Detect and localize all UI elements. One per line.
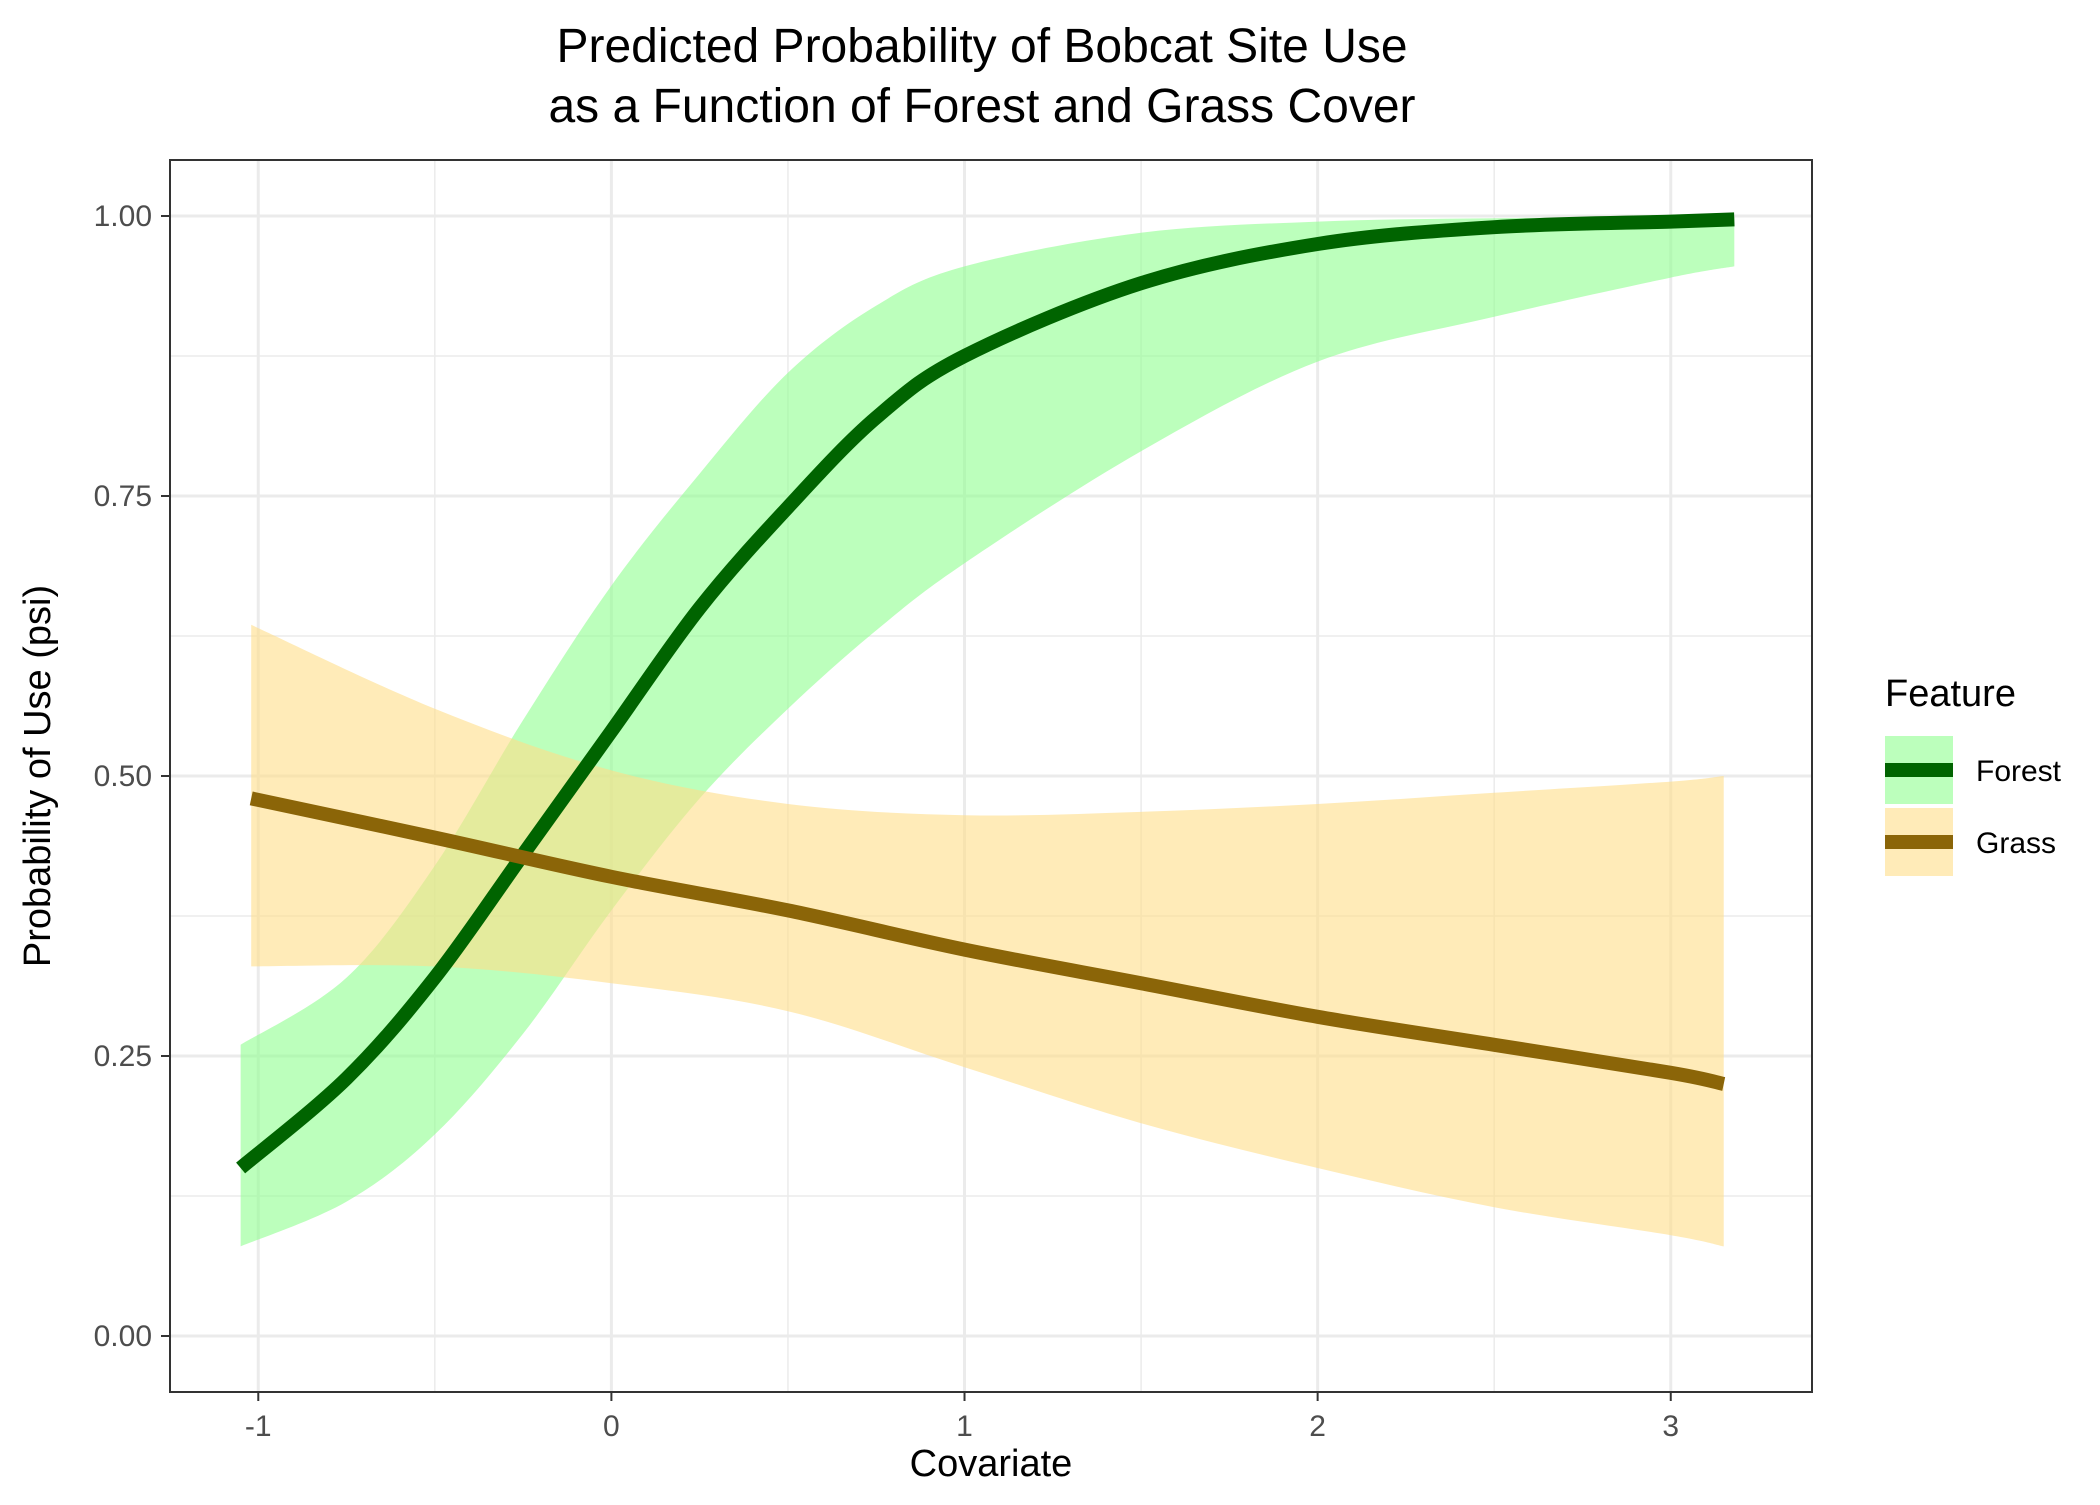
chart-title-line2: as a Function of Forest and Grass Cover bbox=[548, 80, 1415, 133]
legend-title: Feature bbox=[1885, 673, 2016, 715]
x-tick-label: 1 bbox=[956, 1410, 973, 1443]
x-tick-label: 2 bbox=[1309, 1410, 1326, 1443]
confidence-ribbons bbox=[240, 217, 1735, 1247]
x-axis-title: Covariate bbox=[910, 1443, 1073, 1485]
y-tick-label: 0.50 bbox=[94, 760, 152, 793]
y-tick-label: 0.00 bbox=[94, 1320, 152, 1353]
legend-items: Forest Grass bbox=[1885, 736, 2062, 876]
grass-confidence-ribbon bbox=[251, 624, 1724, 1247]
y-axis-ticks: 0.00 0.25 0.50 0.75 1.00 bbox=[94, 200, 170, 1353]
y-tick-label: 0.75 bbox=[94, 480, 152, 513]
chart-title-line1: Predicted Probability of Bobcat Site Use bbox=[556, 20, 1407, 73]
y-tick-label: 1.00 bbox=[94, 200, 152, 233]
legend: Feature Forest Grass bbox=[1885, 673, 2062, 876]
legend-label-forest: Forest bbox=[1976, 755, 2062, 788]
series-lines bbox=[236, 212, 1735, 1174]
forest-confidence-ribbon bbox=[240, 217, 1735, 1247]
x-axis-ticks: -1 0 1 2 3 bbox=[245, 1392, 1679, 1443]
x-tick-label: 0 bbox=[603, 1410, 620, 1443]
grass-line bbox=[249, 791, 1726, 1091]
legend-label-grass: Grass bbox=[1976, 827, 2056, 860]
forest-line bbox=[236, 212, 1735, 1174]
x-tick-label: 3 bbox=[1662, 1410, 1679, 1443]
x-tick-label: -1 bbox=[245, 1410, 272, 1443]
y-tick-label: 0.25 bbox=[94, 1040, 152, 1073]
y-axis-title: Probability of Use (psi) bbox=[17, 585, 59, 967]
